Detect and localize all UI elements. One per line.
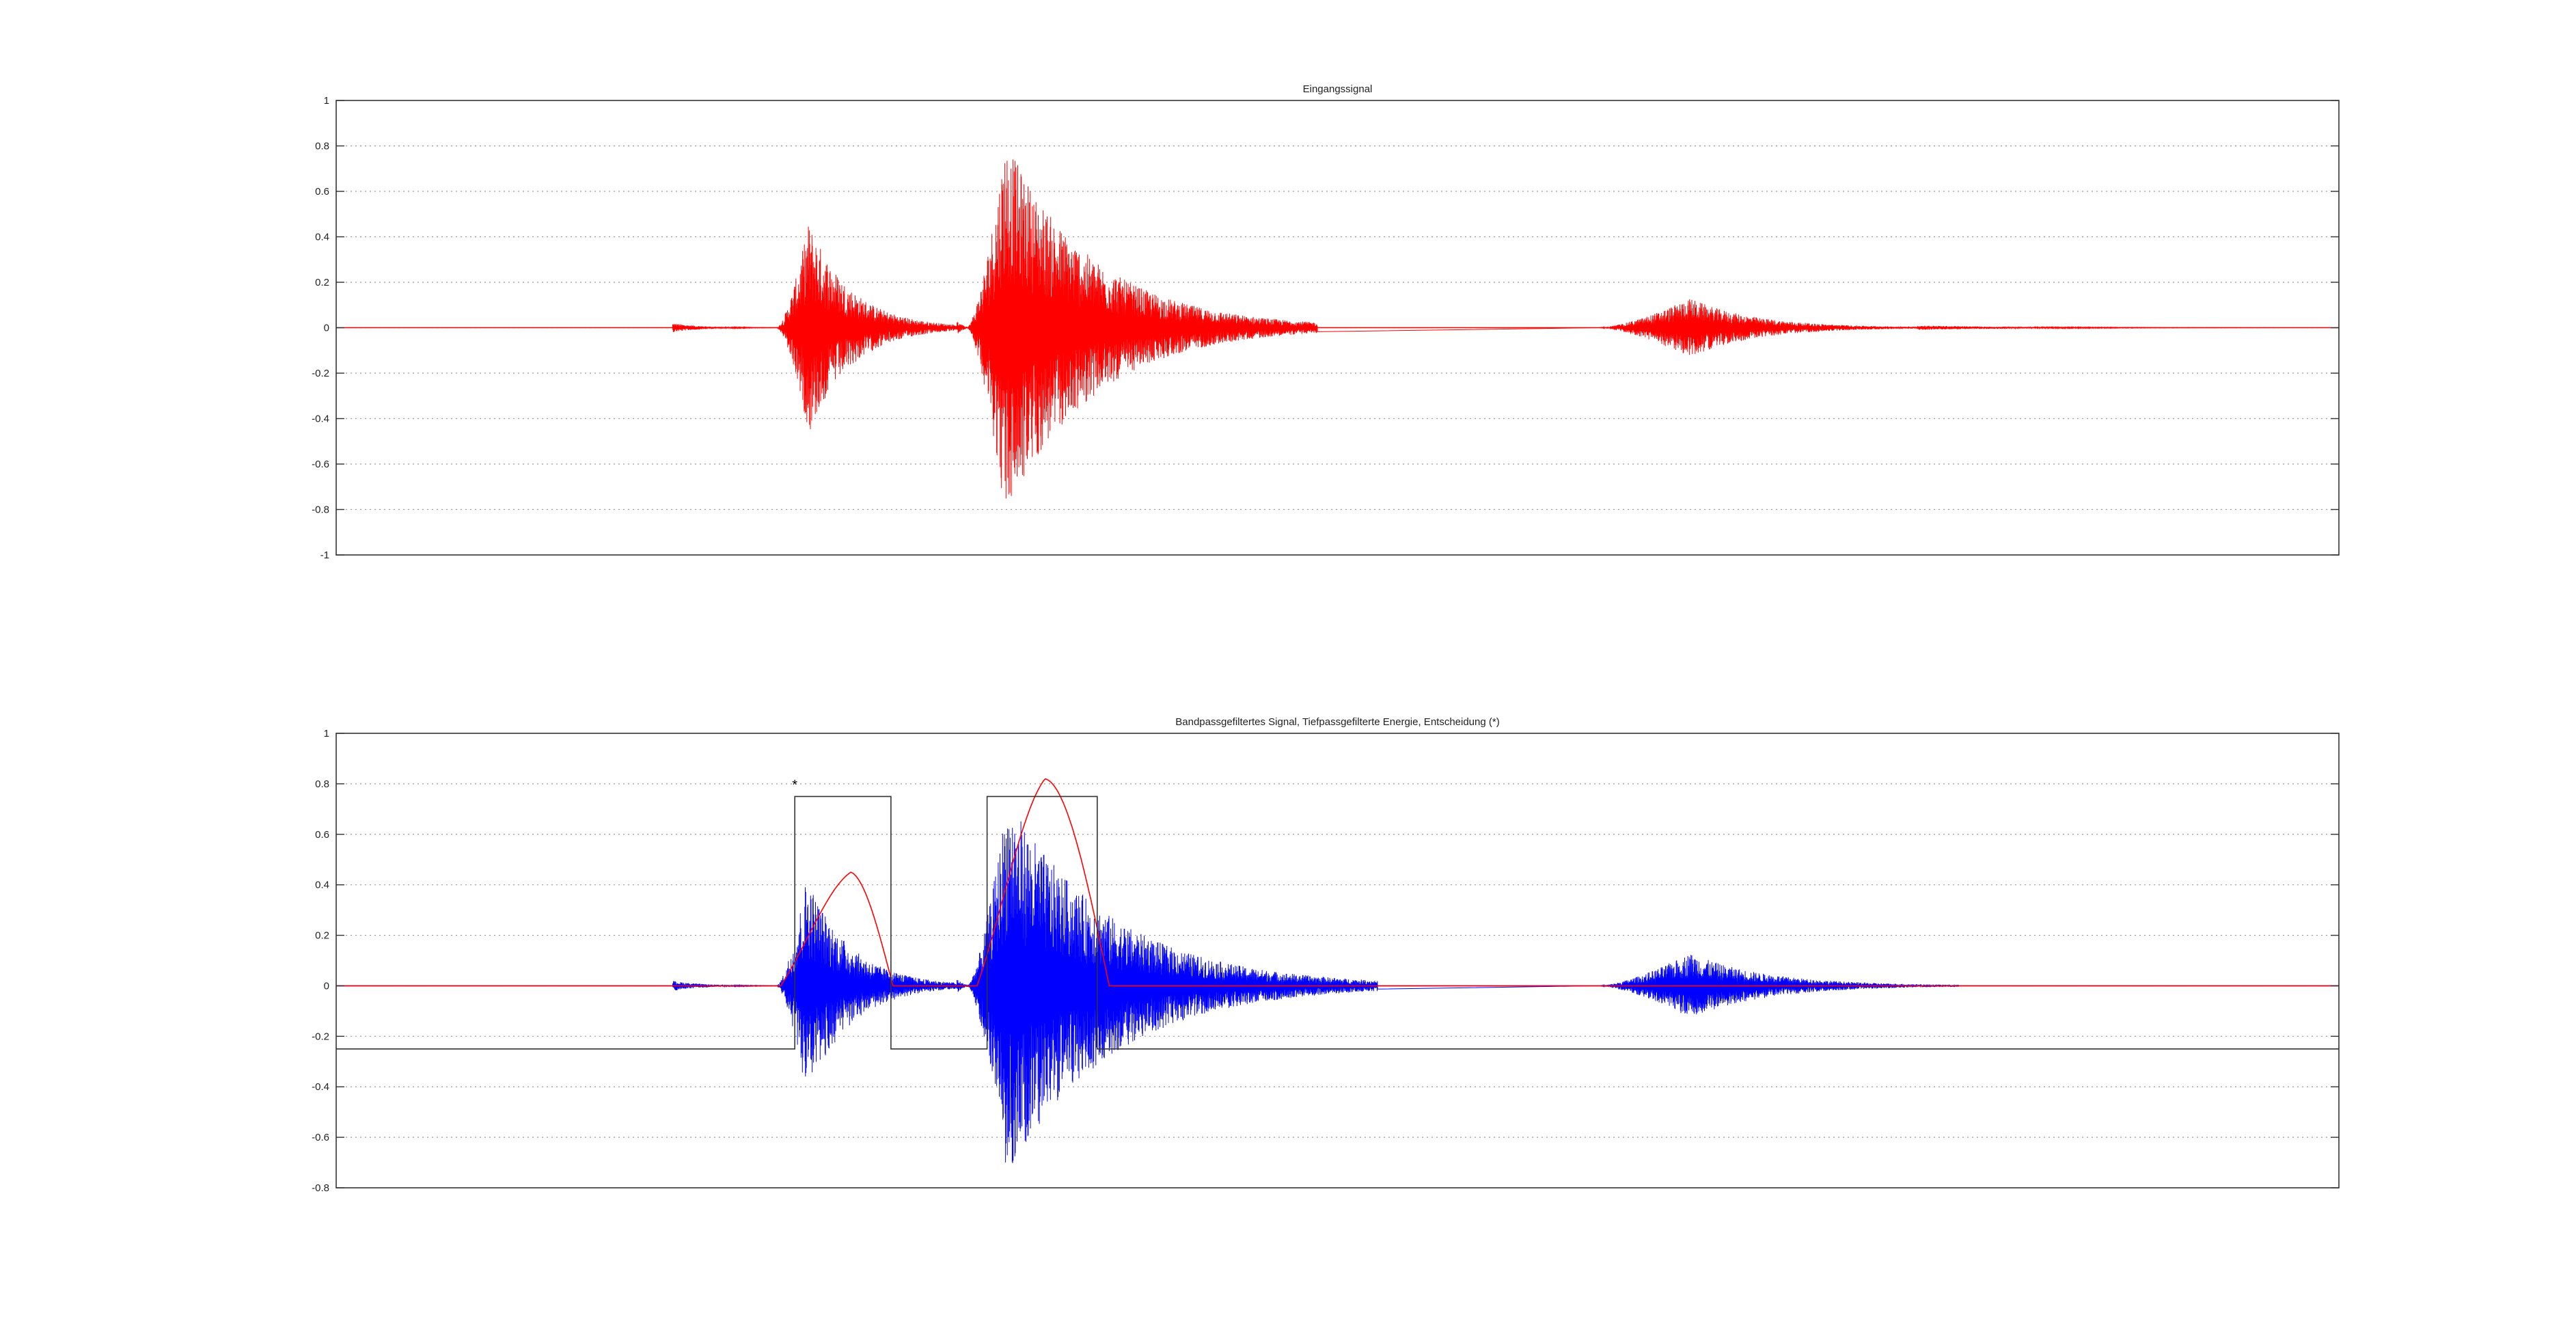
y-tick-label: -0.2 [312, 368, 329, 379]
y-tick-label: 0.8 [315, 778, 329, 790]
y-tick-label: -0.2 [312, 1031, 329, 1042]
y-tick-label: 0.4 [315, 232, 329, 243]
chart-title: Eingangssignal [1303, 83, 1373, 95]
y-tick-label: 0.4 [315, 880, 329, 891]
y-tick-label: -0.6 [312, 459, 329, 470]
energy-trace [335, 778, 2340, 987]
axes-frame [335, 733, 2340, 1188]
axes-bandpass-energy-decision: * -0.8 -0.6 -0.4 -0.2 0 0.2 0.4 0.6 0.8 1 Bandpas… [312, 716, 2340, 1194]
y-tick-label: 0.2 [315, 930, 329, 942]
axes-input-signal: -1 -0.8 -0.6 -0.4 -0.2 0 0.2 0.4 0.6 0.8 1 Eingang… [312, 83, 2340, 561]
y-tick-label: 1 [324, 728, 329, 739]
y-tick-label: 1 [324, 95, 329, 107]
traces: * [335, 778, 2340, 1164]
y-tick-label: -0.8 [312, 504, 329, 516]
decision-marker: * [792, 778, 797, 793]
y-ticks: -0.8 -0.6 -0.4 -0.2 0 0.2 0.4 0.6 0.8 1 [312, 728, 2339, 1194]
traces [336, 159, 2339, 499]
y-tick-label: -0.8 [312, 1182, 329, 1194]
y-tick-label: -0.6 [312, 1132, 329, 1143]
y-tick-label: 0.2 [315, 277, 329, 288]
y-tick-label: 0 [324, 323, 329, 334]
y-tick-label: -0.4 [312, 1081, 329, 1093]
decision-step [336, 796, 2339, 1050]
y-ticks: -1 -0.8 -0.6 -0.4 -0.2 0 0.2 0.4 0.6 0.8 1 [312, 95, 2339, 561]
y-tick-label: 0.8 [315, 141, 329, 152]
chart-title: Bandpassgefiltertes Signal, Tiefpassgefi… [1175, 716, 1499, 728]
signal-trace [672, 821, 1959, 1164]
y-tick-label: 0.6 [315, 829, 329, 841]
y-tick-label: -1 [320, 549, 329, 561]
signal-trace [672, 159, 2279, 499]
y-tick-label: 0.6 [315, 186, 329, 198]
y-tick-label: -0.4 [312, 413, 329, 425]
y-tick-label: 0 [324, 980, 329, 992]
